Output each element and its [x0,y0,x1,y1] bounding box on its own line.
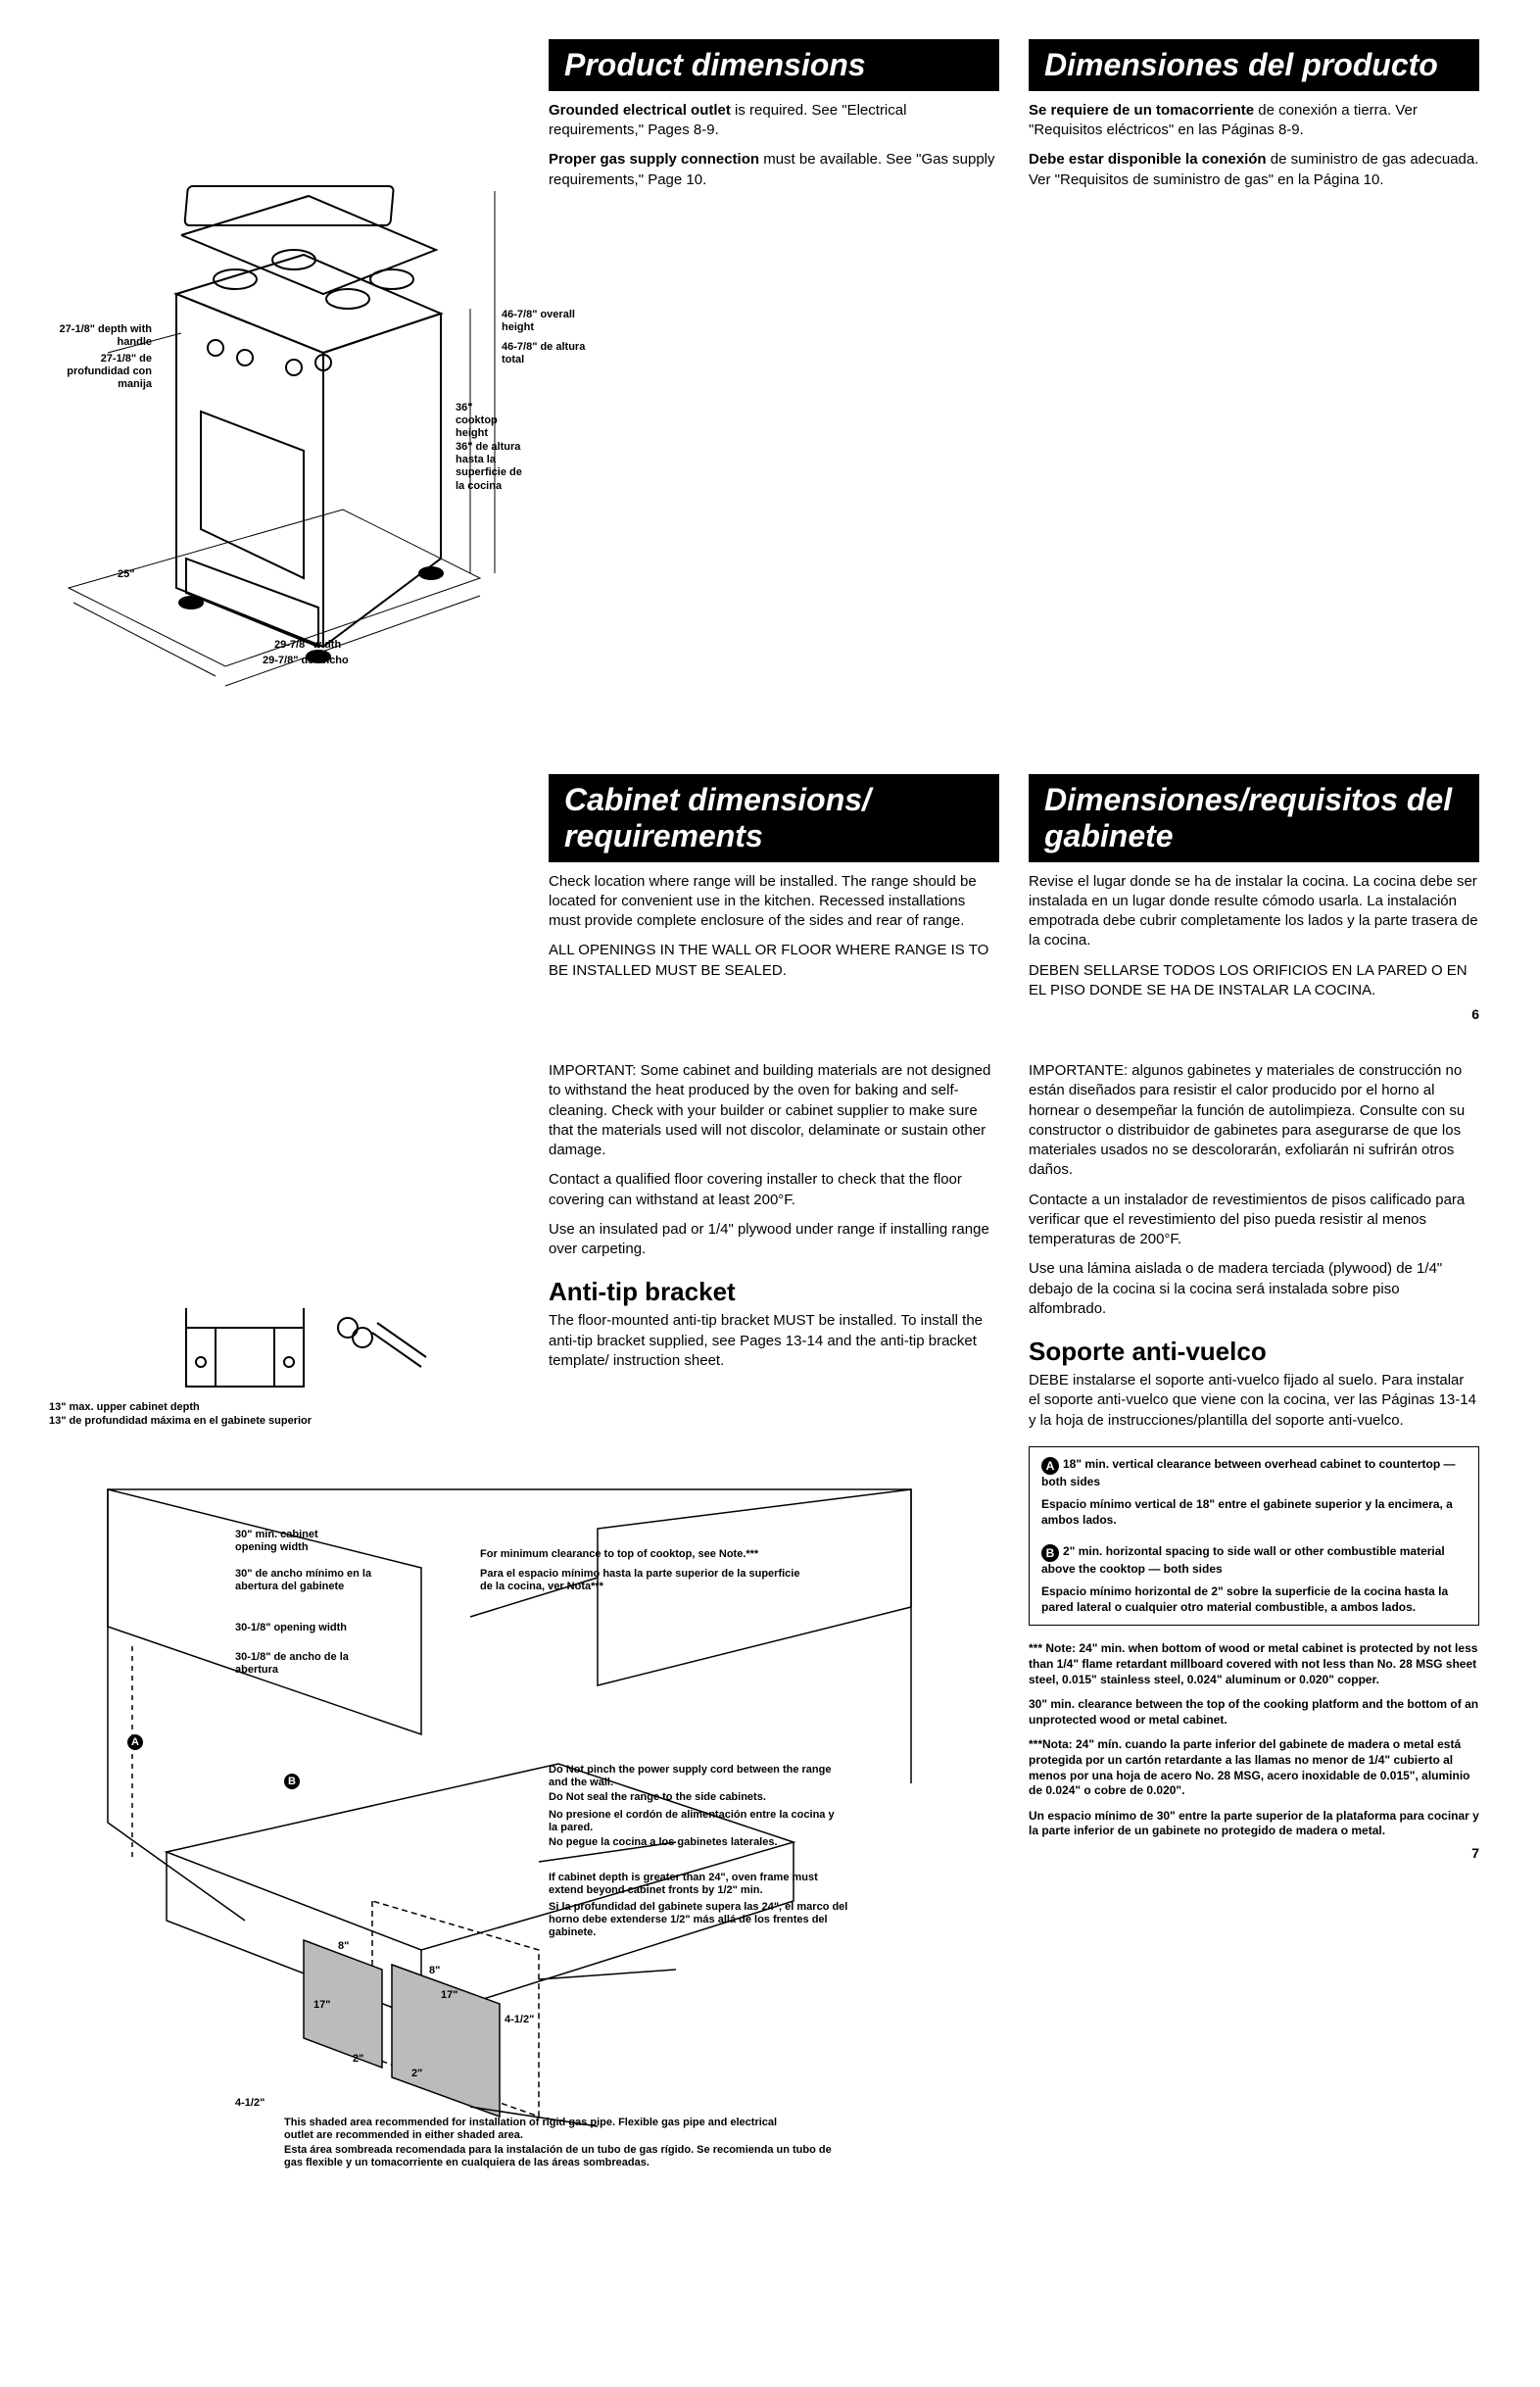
cabinet-en-detail: IMPORTANT: Some cabinet and building mat… [549,1051,999,1431]
dim-412a: 4-1/2" [505,2014,534,2026]
product-text-es-2: Debe estar disponible la conexión de sum… [1029,150,1479,190]
product-dimensions-en: Product dimensions Grounded electrical o… [549,39,999,745]
cabinet-es-detail: IMPORTANTE: algunos gabinetes y material… [1029,1051,1479,1431]
fn-en2: 30" min. clearance between the top of th… [1029,1697,1479,1728]
top-clear-es: Para el espacio mínimo hasta la parte su… [480,1568,803,1593]
antitip-es: DEBE instalarse el soporte anti-vuelco f… [1029,1371,1479,1431]
marker-a-icon: A [1041,1457,1059,1475]
cooktop-label-es: 36" de altura hasta la superficie de la … [456,441,524,493]
note-b-es: Espacio mínimo horizontal de 2" sobre la… [1041,1584,1467,1615]
width-label-es: 29-7/8" de ancho [263,655,349,667]
overall-label-es: 46-7/8" de altura total [502,341,590,366]
top-clear-en: For minimum clearance to top of cooktop,… [480,1548,794,1561]
cooktop-label-en: 36" cooktop height [456,402,514,441]
overall-label-en: 46-7/8" overall height [502,309,590,334]
antitip-head-en: Anti-tip bracket [549,1277,999,1307]
open-width-es: 30" de ancho mínimo en la abertura del g… [235,1568,372,1593]
cabinet-es-floor: Contacte a un instalador de revestimient… [1029,1191,1479,1250]
cabinet-en-imp: IMPORTANT: Some cabinet and building mat… [549,1061,999,1160]
fn-es2: Un espacio mínimo de 30" entre la parte … [1029,1809,1479,1839]
note-a-es: Espacio mínimo vertical de 18" entre el … [1041,1497,1467,1528]
seal-es: No pegue la cocina a los gabinetes later… [549,1836,842,1849]
header-product-es: Dimensiones del producto [1029,39,1479,91]
cabinet-en-floor: Contact a qualified floor covering insta… [549,1170,999,1210]
product-text-en-1: Grounded electrical outlet is required. … [549,101,999,141]
product-text-es-1: Se requiere de un tomacorriente de conex… [1029,101,1479,141]
seal-en: Do Not seal the range to the side cabine… [549,1791,842,1804]
upper-cab-depth-es: 13" de profundidad máxima en el gabinete… [49,1415,312,1428]
cabinet-es-p1: Revise el lugar donde se ha de instalar … [1029,872,1479,951]
opening-w-es: 30-1/8" de ancho de la abertura [235,1651,362,1677]
product-dimensions-es: Dimensiones del producto Se requiere de … [1029,39,1479,745]
shaded-en: This shaded area recommended for install… [284,2117,794,2142]
notebox-and-footnotes: A18" min. vertical clearance between ove… [1029,1431,1479,2195]
header-product-en: Product dimensions [549,39,999,91]
header-cabinet-en: Cabinet dimensions/ requirements [549,774,999,862]
pinch-en: Do Not pinch the power supply cord betwe… [549,1764,842,1789]
dim-8b: 8" [429,1965,440,1977]
depth-label-en: 27-1/8" depth with handle [49,323,152,349]
cabinet-en-pad: Use an insulated pad or 1/4" plywood und… [549,1220,999,1260]
cab-depth-es: Si la profundidad del gabinete supera la… [549,1901,862,1940]
cabinet-en-p1: Check location where range will be insta… [549,872,999,932]
dim-8a: 8" [338,1940,349,1953]
dim-2b: 2" [411,2068,422,2080]
cabinet-es-p2: DEBEN SELLARSE TODOS LOS ORIFICIOS EN LA… [1029,961,1479,1001]
cabinet-es-block: Dimensiones/requisitos del gabinete Revi… [1029,774,1479,1022]
cabinet-es-imp: IMPORTANTE: algunos gabinetes y material… [1029,1061,1479,1181]
marker-b-icon: B [1041,1544,1059,1562]
clearance-notebox: A18" min. vertical clearance between ove… [1029,1446,1479,1627]
depth-25: 25" [118,568,134,581]
stove-dimension-figure: 27-1/8" depth with handle 27-1/8" de pro… [49,39,519,745]
cabinet-en-block: Cabinet dimensions/ requirements Check l… [549,774,999,1022]
dim-17a: 17" [313,1999,330,2012]
product-text-en-2: Proper gas supply connection must be ava… [549,150,999,190]
fn-en1: *** Note: 24" min. when bottom of wood o… [1029,1641,1479,1687]
opening-w-en: 30-1/8" opening width [235,1622,353,1634]
page-number-6: 6 [1029,1006,1479,1022]
open-width-en: 30" min. cabinet opening width [235,1529,353,1554]
fn-es1: ***Nota: 24" mín. cuando la parte inferi… [1029,1737,1479,1798]
dim-2a: 2" [353,2053,363,2066]
cab-depth-en: If cabinet depth is greater than 24", ov… [549,1872,852,1897]
cabinet-es-pad: Use una lámina aislada o de madera terci… [1029,1259,1479,1319]
cabinet-install-figure: 30" min. cabinet opening width 30" de an… [49,1431,999,2195]
antitip-en: The floor-mounted anti-tip bracket MUST … [549,1311,999,1371]
page-number-7: 7 [1029,1845,1479,1861]
antitip-head-es: Soporte anti-vuelco [1029,1337,1479,1367]
upper-cab-depth-en: 13" max. upper cabinet depth [49,1401,200,1414]
cabinet-en-p2: ALL OPENINGS IN THE WALL OR FLOOR WHERE … [549,941,999,981]
depth-label-es: 27-1/8" de profundidad con manija [49,353,152,392]
width-label-en: 29-7/8" width [274,639,341,652]
header-cabinet-es: Dimensiones/requisitos del gabinete [1029,774,1479,862]
marker-a: A [127,1734,143,1750]
shaded-es: Esta área sombreada recomendada para la … [284,2144,833,2169]
footnotes-block: *** Note: 24" min. when bottom of wood o… [1029,1641,1479,1839]
dim-412b: 4-1/2" [235,2097,265,2110]
pinch-es: No presione el cordón de alimentación en… [549,1809,842,1834]
marker-b: B [284,1774,300,1789]
dim-17b: 17" [441,1989,457,2002]
bracket-figure: 13" max. upper cabinet depth 13" de prof… [49,1293,519,1431]
